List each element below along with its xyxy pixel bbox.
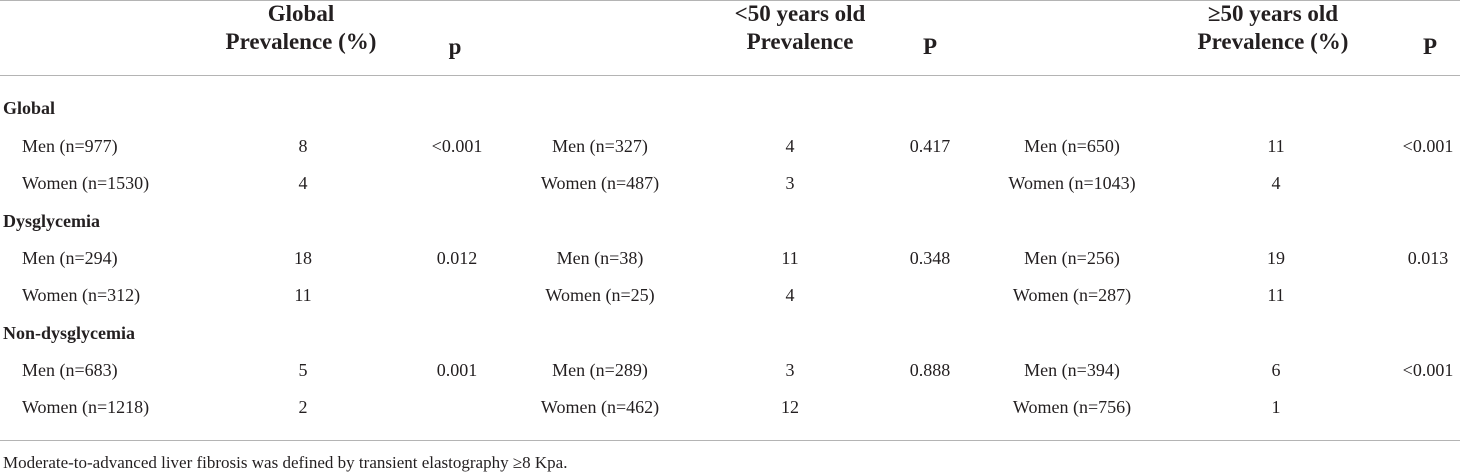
row-global-women-under50-prevalence: 3	[785, 173, 795, 193]
row-global-women-under50-label: Women (n=487)	[540, 173, 660, 193]
header-over50-line2: Prevalence (%)	[1197, 29, 1349, 54]
row-dysglycemia-women-over50-prevalence: 11	[1267, 285, 1285, 305]
row-nondysglycemia-women-under50-prevalence: 12	[781, 397, 799, 417]
row-global-women-global-prevalence: 4	[298, 173, 308, 193]
header-under50-line2: Prevalence	[746, 29, 854, 54]
row-nondysglycemia-women-under50-label: Women (n=462)	[540, 397, 660, 417]
row-nondysglycemia-men-under50-p: 0.888	[909, 360, 951, 380]
header-global-line1: Global	[267, 1, 335, 26]
header-global-p: p	[448, 34, 462, 59]
row-global-women-global-label: Women (n=1530)	[22, 173, 150, 193]
row-nondysglycemia-men-over50-label: Men (n=394)	[1024, 360, 1120, 380]
section-title-dysglycemia: Dysglycemia	[3, 211, 100, 231]
row-global-men-over50-p: <0.001	[1402, 136, 1454, 156]
row-nondysglycemia-men-over50-prevalence: 6	[1271, 360, 1281, 380]
row-nondysglycemia-men-global-prevalence: 5	[298, 360, 308, 380]
row-nondysglycemia-men-under50-prevalence: 3	[785, 360, 795, 380]
header-under50-line1: <50 years old	[734, 1, 866, 26]
row-dysglycemia-men-under50-label: Men (n=38)	[556, 248, 644, 268]
row-nondysglycemia-women-over50-label: Women (n=756)	[1012, 397, 1132, 417]
table-footnote: Moderate-to-advanced liver fibrosis was …	[3, 453, 568, 472]
row-dysglycemia-women-under50-label: Women (n=25)	[545, 285, 655, 305]
table-top-rule	[0, 0, 1460, 1]
row-global-men-under50-p: 0.417	[909, 136, 951, 156]
row-dysglycemia-men-over50-label: Men (n=256)	[1024, 248, 1120, 268]
row-nondysglycemia-men-global-label: Men (n=683)	[22, 360, 118, 380]
row-dysglycemia-men-over50-prevalence: 19	[1267, 248, 1285, 268]
row-dysglycemia-men-under50-p: 0.348	[909, 248, 951, 268]
row-dysglycemia-women-global-label: Women (n=312)	[22, 285, 141, 305]
row-dysglycemia-men-over50-p: 0.013	[1407, 248, 1449, 268]
header-bottom-rule	[0, 75, 1460, 76]
header-global-prevalence: Global Prevalence (%)	[201, 0, 401, 56]
row-dysglycemia-men-global-p: 0.012	[436, 248, 478, 268]
row-nondysglycemia-men-global-p: 0.001	[436, 360, 478, 380]
row-global-men-under50-label: Men (n=327)	[552, 136, 648, 156]
row-global-men-over50-prevalence: 11	[1267, 136, 1285, 156]
header-over50-p: P	[1422, 34, 1438, 59]
header-over50-prevalence: ≥50 years old Prevalence (%)	[1163, 0, 1383, 56]
row-global-women-over50-prevalence: 4	[1271, 173, 1281, 193]
row-dysglycemia-men-global-label: Men (n=294)	[22, 248, 118, 268]
header-under50-p: P	[922, 34, 938, 59]
row-global-men-under50-prevalence: 4	[785, 136, 795, 156]
header-over50-line1: ≥50 years old	[1207, 1, 1339, 26]
row-nondysglycemia-women-over50-prevalence: 1	[1271, 397, 1281, 417]
row-nondysglycemia-men-under50-label: Men (n=289)	[552, 360, 648, 380]
row-global-men-global-label: Men (n=977)	[22, 136, 118, 156]
header-global-line2: Prevalence (%)	[225, 29, 377, 54]
row-nondysglycemia-men-over50-p: <0.001	[1402, 360, 1454, 380]
row-global-men-global-prevalence: 8	[298, 136, 308, 156]
row-dysglycemia-men-global-prevalence: 18	[294, 248, 312, 268]
section-title-global: Global	[3, 98, 56, 118]
row-dysglycemia-women-under50-prevalence: 4	[785, 285, 795, 305]
row-global-men-global-p: <0.001	[431, 136, 483, 156]
section-title-non-dysglycemia: Non-dysglycemia	[3, 323, 135, 343]
row-global-men-over50-label: Men (n=650)	[1024, 136, 1120, 156]
table-bottom-rule	[0, 440, 1460, 441]
row-nondysglycemia-women-global-prevalence: 2	[298, 397, 308, 417]
row-dysglycemia-women-global-prevalence: 11	[294, 285, 312, 305]
row-dysglycemia-women-over50-label: Women (n=287)	[1012, 285, 1132, 305]
row-global-women-over50-label: Women (n=1043)	[1008, 173, 1136, 193]
header-under50-prevalence: <50 years old Prevalence	[680, 0, 920, 56]
row-dysglycemia-men-under50-prevalence: 11	[781, 248, 799, 268]
row-nondysglycemia-women-global-label: Women (n=1218)	[22, 397, 150, 417]
